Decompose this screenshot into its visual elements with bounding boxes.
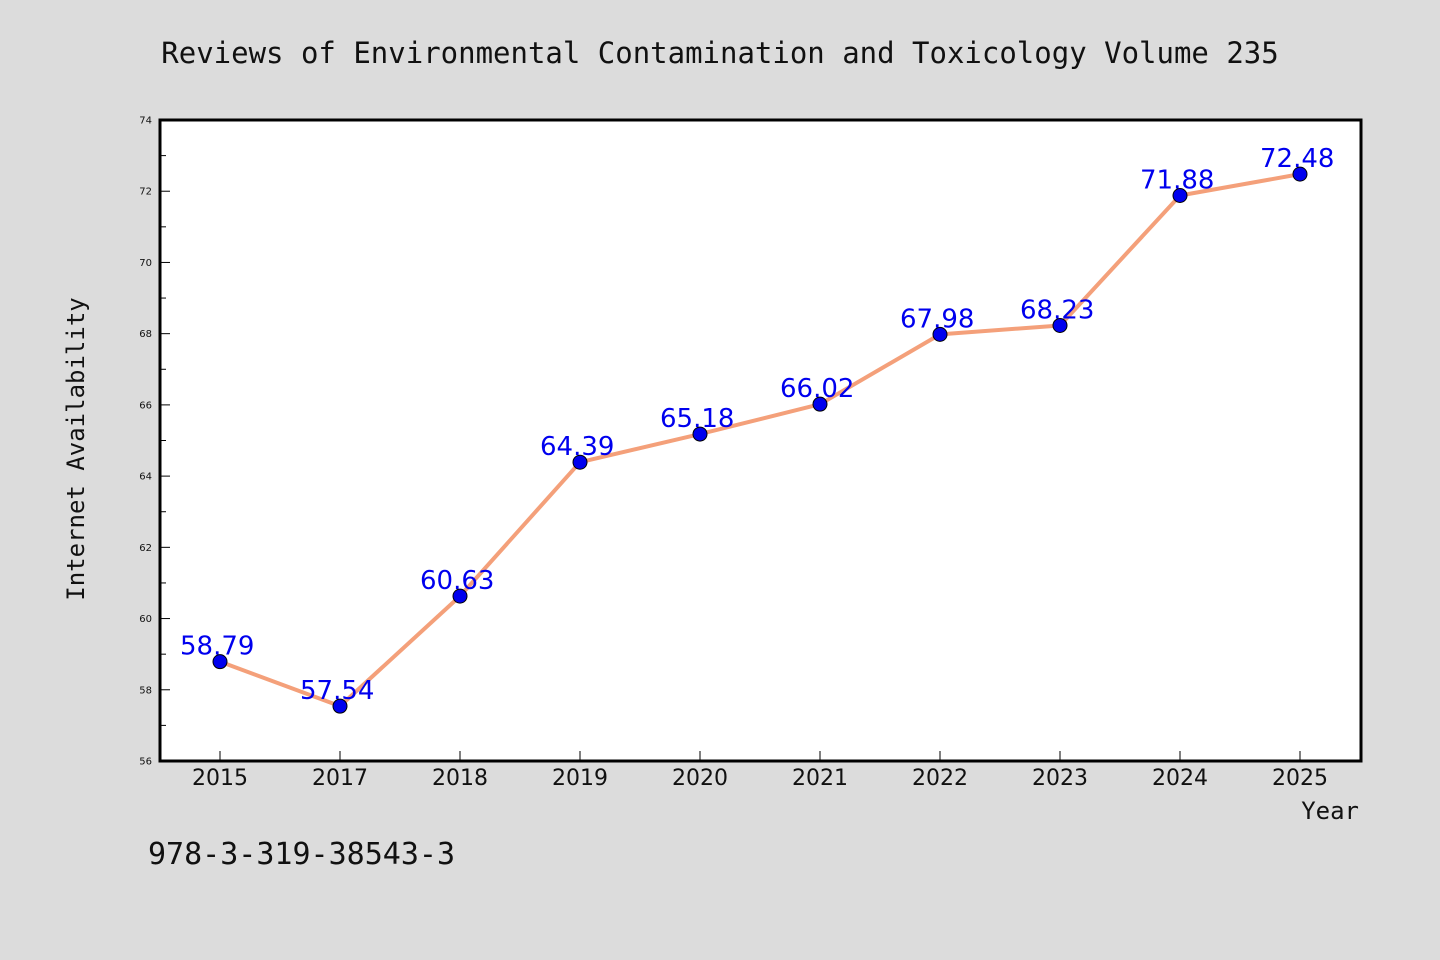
y-tick-label: 70 <box>139 258 152 269</box>
y-tick-label: 64 <box>139 472 152 483</box>
y-tick-label: 60 <box>139 614 152 625</box>
isbn-text: 978-3-319-38543-3 <box>148 837 455 872</box>
data-label: 66.02 <box>780 374 854 404</box>
y-tick-label: 62 <box>139 543 152 554</box>
x-tick-label: 2023 <box>1032 766 1088 791</box>
data-point <box>452 588 468 604</box>
y-tick-label: 56 <box>139 757 152 768</box>
y-tick-label: 58 <box>139 685 152 696</box>
data-point <box>572 454 588 470</box>
data-point <box>692 426 708 442</box>
x-tick-label: 2025 <box>1272 766 1328 791</box>
data-point <box>812 396 828 412</box>
data-point <box>932 326 948 342</box>
series-line <box>219 172 1301 709</box>
data-point <box>1292 166 1308 182</box>
data-label: 57.54 <box>300 676 374 706</box>
data-label: 65.18 <box>660 404 734 434</box>
chart-title: Reviews of Environmental Contamination a… <box>161 36 1278 70</box>
data-label: 71.88 <box>1140 165 1214 195</box>
x-tick-label: 2017 <box>312 766 368 791</box>
x-axis-title: Year <box>1301 797 1359 825</box>
y-tick-label: 72 <box>139 187 152 198</box>
x-tick-label: 2018 <box>432 766 488 791</box>
data-point <box>332 698 348 714</box>
data-point <box>1052 317 1068 333</box>
x-tick-label: 2020 <box>672 766 728 791</box>
y-axis: 56 58 60 62 64 66 68 70 72 74 <box>139 116 170 768</box>
data-series <box>212 166 1308 714</box>
y-tick-label: 66 <box>139 400 152 411</box>
data-label: 58.79 <box>180 632 254 662</box>
data-label: 64.39 <box>540 432 614 462</box>
plot-area <box>158 118 1363 763</box>
x-axis: 2015 2017 2018 2019 2020 2021 2022 2023 2024 2025 <box>192 751 1328 791</box>
data-labels: 58.79 57.54 60.63 64.39 65.18 66.02 67.98 68.23… <box>180 144 1334 706</box>
y-tick-label: 74 <box>139 116 152 127</box>
data-label: 60.63 <box>420 566 494 596</box>
data-label: 68.23 <box>1020 295 1094 325</box>
x-tick-label: 2024 <box>1152 766 1208 791</box>
x-tick-label: 2021 <box>792 766 848 791</box>
y-axis-title: Internet Availability <box>62 297 90 600</box>
data-point <box>1172 187 1188 203</box>
y-tick-label: 68 <box>139 329 152 340</box>
x-tick-label: 2015 <box>192 766 248 791</box>
x-tick-label: 2019 <box>552 766 608 791</box>
data-point <box>212 654 228 670</box>
x-tick-label: 2022 <box>912 766 968 791</box>
data-label: 72.48 <box>1260 144 1334 174</box>
data-label: 67.98 <box>900 304 974 334</box>
